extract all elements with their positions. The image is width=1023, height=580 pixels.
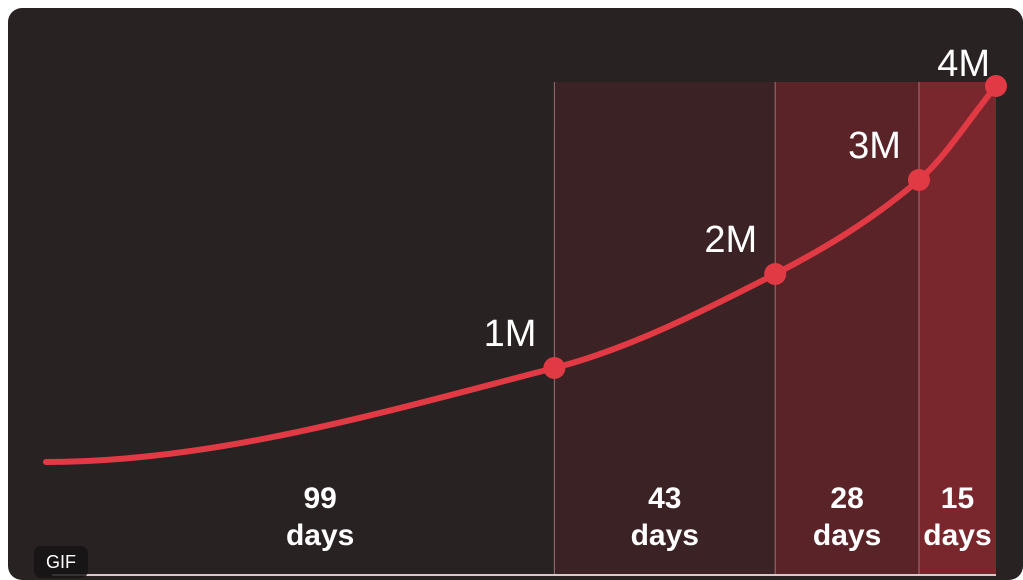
interval-unit: days [286,519,354,552]
interval-value: 28 [830,482,863,515]
milestone-point [764,263,787,285]
milestone-label: 2M [704,219,757,261]
gif-badge[interactable]: GIF [34,546,88,578]
interval-unit: days [813,519,881,552]
interval-value: 15 [941,482,974,515]
growth-chart: 1M 2M 3M 4M 99 days 43 days 28 days 15 days [43,43,1007,576]
interval-band [775,82,919,574]
milestone-label: 3M [848,125,901,167]
milestone-point [543,357,566,379]
milestone-point [907,169,930,191]
interval-unit: days [923,519,991,552]
interval-value: 43 [648,482,681,515]
milestone-label: 1M [484,313,537,355]
chart-frame: 1M 2M 3M 4M 99 days 43 days 28 days 15 days GIF [8,8,1023,580]
interval-unit: days [631,519,699,552]
interval-value: 99 [304,482,337,515]
milestone-point [985,75,1007,97]
milestone-label: 4M [937,43,990,85]
